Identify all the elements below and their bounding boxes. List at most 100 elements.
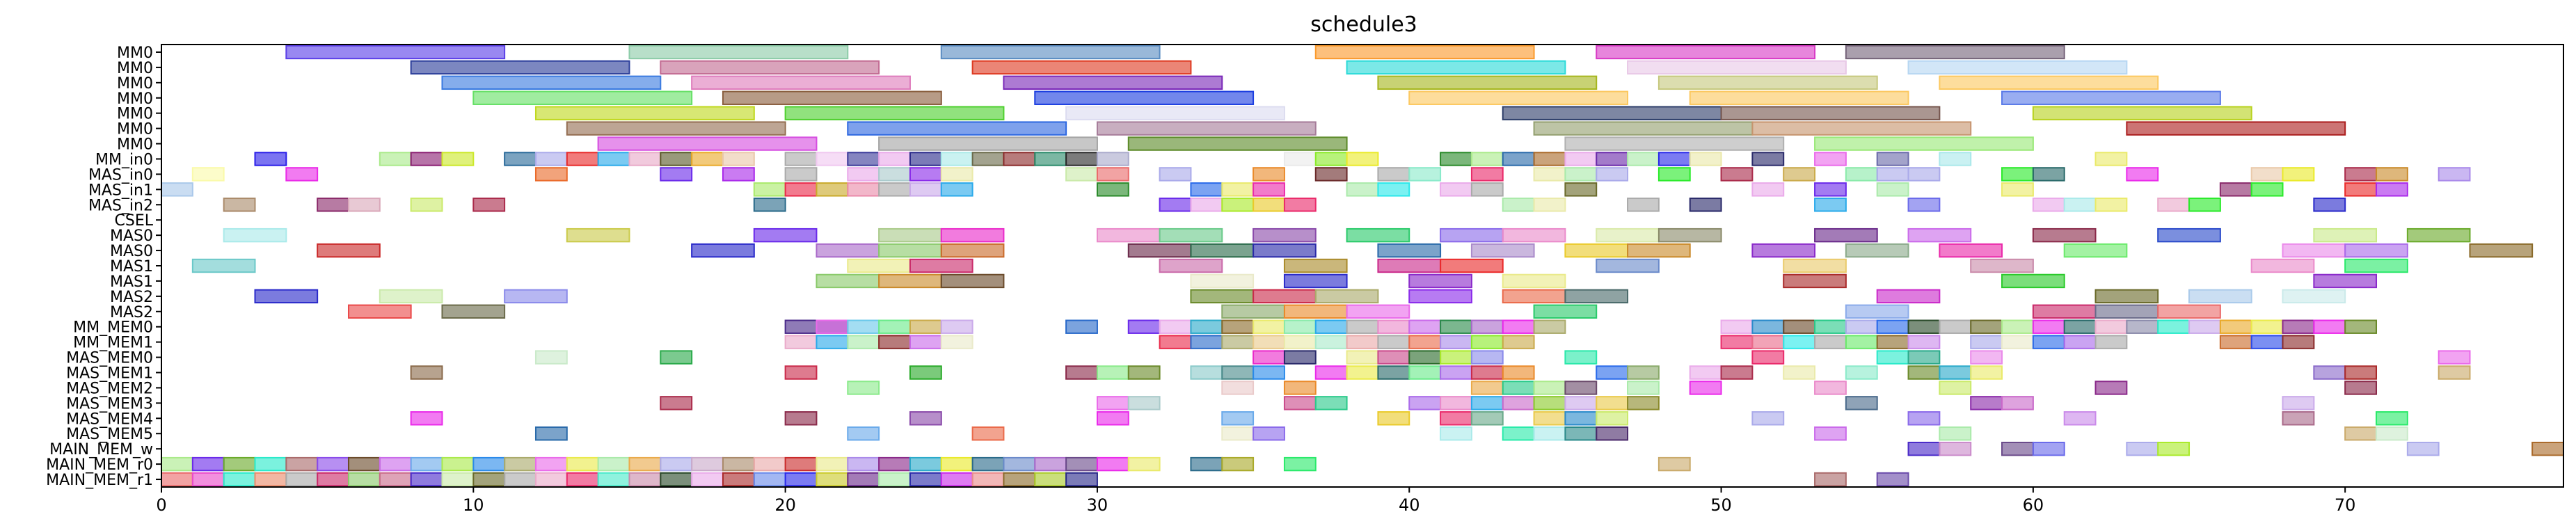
bar-MAS0-186 <box>878 243 942 258</box>
bar-MAS_MEM1-346 <box>1314 365 1348 380</box>
bar-MM_MEM1-289 <box>784 335 818 349</box>
bar-MM_MEM1-304 <box>1440 335 1472 349</box>
bar-MAIN_MEM_r0-468 <box>1657 456 1691 472</box>
bar-MM_in0-57 <box>909 152 942 166</box>
bar-MAS2-228 <box>1253 289 1317 304</box>
bar-MAIN_MEM_r1-477 <box>410 472 443 487</box>
bar-MM_MEM1-293 <box>909 335 942 349</box>
bar-MAS_MEM2-377 <box>2344 381 2378 395</box>
y-tick-label-21: MAS_MEM1 <box>66 365 153 383</box>
bar-MM_in0-59 <box>971 152 1005 166</box>
bar-MAS_in1-119 <box>816 182 849 197</box>
bar-MAS_MEM5-415 <box>1253 426 1285 441</box>
bar-MAIN_MEM_r0-452 <box>753 456 786 472</box>
bar-MM_MEM0-287 <box>2313 319 2346 334</box>
bar-MM_in0-43 <box>410 152 443 166</box>
bar-MAS1-217 <box>1190 273 1255 289</box>
bar-MAS0-180 <box>2157 227 2221 243</box>
bar-MAS_MEM5-414 <box>1221 426 1255 441</box>
bar-MAS_MEM4-400 <box>1377 411 1410 426</box>
bar-MM_in0-74 <box>1657 152 1691 166</box>
bar-MAIN_MEM_r1-490 <box>816 472 849 487</box>
y-tick-label-0: MM0 <box>117 45 153 62</box>
bar-MM_MEM0-250 <box>878 319 911 334</box>
bar-MAS_in2-162 <box>2188 198 2221 212</box>
bar-MAIN_MEM_r0-467 <box>1283 456 1317 472</box>
bar-MM0-8 <box>971 60 1192 75</box>
bar-MM_MEM0-254 <box>1127 319 1161 334</box>
bar-MAIN_MEM_r1-473 <box>285 472 319 487</box>
plot-frame <box>161 44 2564 488</box>
bar-MAS1-212 <box>2250 258 2315 273</box>
bar-MM_in0-50 <box>660 152 693 166</box>
bar-MAS0-199 <box>2282 243 2346 258</box>
bar-MM_MEM1-302 <box>1377 335 1410 349</box>
bar-MAS_MEM0-322 <box>534 350 568 365</box>
bar-MM0-27 <box>1502 106 1722 120</box>
bar-MAS_MEM1-360 <box>1939 365 1972 380</box>
bar-MM_MEM0-270 <box>1783 319 1816 334</box>
bar-MM_MEM1-290 <box>816 335 849 349</box>
bar-MAS_in2-161 <box>2157 198 2191 212</box>
bar-MAS_MEM3-382 <box>1314 396 1348 410</box>
bar-MM_MEM0-271 <box>1814 319 1847 334</box>
bar-MAS0-173 <box>1440 227 1504 243</box>
bar-MM0-26 <box>1065 106 1285 120</box>
bar-MAS_in0-100 <box>1564 167 1598 182</box>
bar-MM_MEM0-281 <box>2126 319 2159 334</box>
bar-MAS1-218 <box>1283 273 1348 289</box>
bar-MAS_in1-123 <box>940 182 973 197</box>
bar-MM_MEM1-291 <box>847 335 880 349</box>
bar-MAIN_MEM_r1-496 <box>1003 472 1036 487</box>
bar-MAIN_MEM_r1-475 <box>347 472 381 487</box>
bar-MAS0-194 <box>1627 243 1691 258</box>
bar-MM_MEM0-252 <box>940 319 973 334</box>
bar-MAS_MEM1-341 <box>1096 365 1129 380</box>
bar-MAIN_MEM_r0-459 <box>971 456 1005 472</box>
bar-MAS0-178 <box>1907 227 1972 243</box>
bar-MM0-13 <box>691 75 911 90</box>
bar-MAS_in0-87 <box>847 167 880 182</box>
bar-MM0-37 <box>878 136 1098 151</box>
x-axis: 0 10 20 30 40 50 60 70 <box>156 487 2355 515</box>
bar-MAS_MEM3-380 <box>1127 396 1161 410</box>
bar-MM0-20 <box>1034 90 1255 105</box>
bar-MM_MEM0-248 <box>816 319 849 334</box>
bar-MAS0-167 <box>878 227 942 243</box>
y-axis: MM0MM0MM0MM0MM0MM0MM0MM_in0MAS_in0MAS_in… <box>46 45 161 489</box>
bar-MAIN_MEM_r1-469 <box>161 472 193 487</box>
bar-MAIN_MEM_r0-458 <box>940 456 973 472</box>
bar-MAS_in0-104 <box>1783 167 1816 182</box>
y-tick-label-10: MAS_in2 <box>88 197 153 214</box>
bar-MM_in0-56 <box>878 152 911 166</box>
bar-MAIN_MEM_r1-476 <box>379 472 412 487</box>
bar-MAS_in1-118 <box>784 182 818 197</box>
y-tick-label-16: MAS2 <box>110 289 153 306</box>
bar-MAS_in0-86 <box>784 167 818 182</box>
bar-MAS0-190 <box>1253 243 1317 258</box>
bar-MAIN_MEM_r1-488 <box>753 472 786 487</box>
bar-MAS_MEM3-381 <box>1283 396 1317 410</box>
bar-MAS_MEM0-331 <box>1564 350 1598 365</box>
bar-MM_MEM0-283 <box>2188 319 2221 334</box>
bar-MM0-3 <box>1314 45 1535 60</box>
bar-MAS_in2-150 <box>1253 198 1285 212</box>
bar-MAS_in0-88 <box>878 167 911 182</box>
bar-MAS_MEM4-405 <box>1596 411 1629 426</box>
bar-MAIN_MEM_r0-444 <box>504 456 536 472</box>
bar-MM_MEM0-260 <box>1314 319 1348 334</box>
bar-MAS_MEM4-402 <box>1470 411 1504 426</box>
bar-MM0-11 <box>1907 60 2128 75</box>
bar-MAS0-183 <box>317 243 381 258</box>
bar-MAS1-204 <box>909 258 973 273</box>
bar-MM_MEM0-253 <box>1065 319 1098 334</box>
bar-MAS_in0-95 <box>1314 167 1348 182</box>
bar-MAIN_MEM_r1-497 <box>1034 472 1067 487</box>
bar-MAS_MEM1-353 <box>1596 365 1629 380</box>
bar-MAS_in2-155 <box>1689 198 1722 212</box>
bar-MAS2-246 <box>2157 304 2221 319</box>
bar-MM_MEM0-284 <box>2219 319 2252 334</box>
bar-MAS_in0-111 <box>2250 167 2284 182</box>
y-tick-label-22: MAS_MEM2 <box>66 380 153 397</box>
bar-MAS_MEM4-407 <box>1907 411 1941 426</box>
